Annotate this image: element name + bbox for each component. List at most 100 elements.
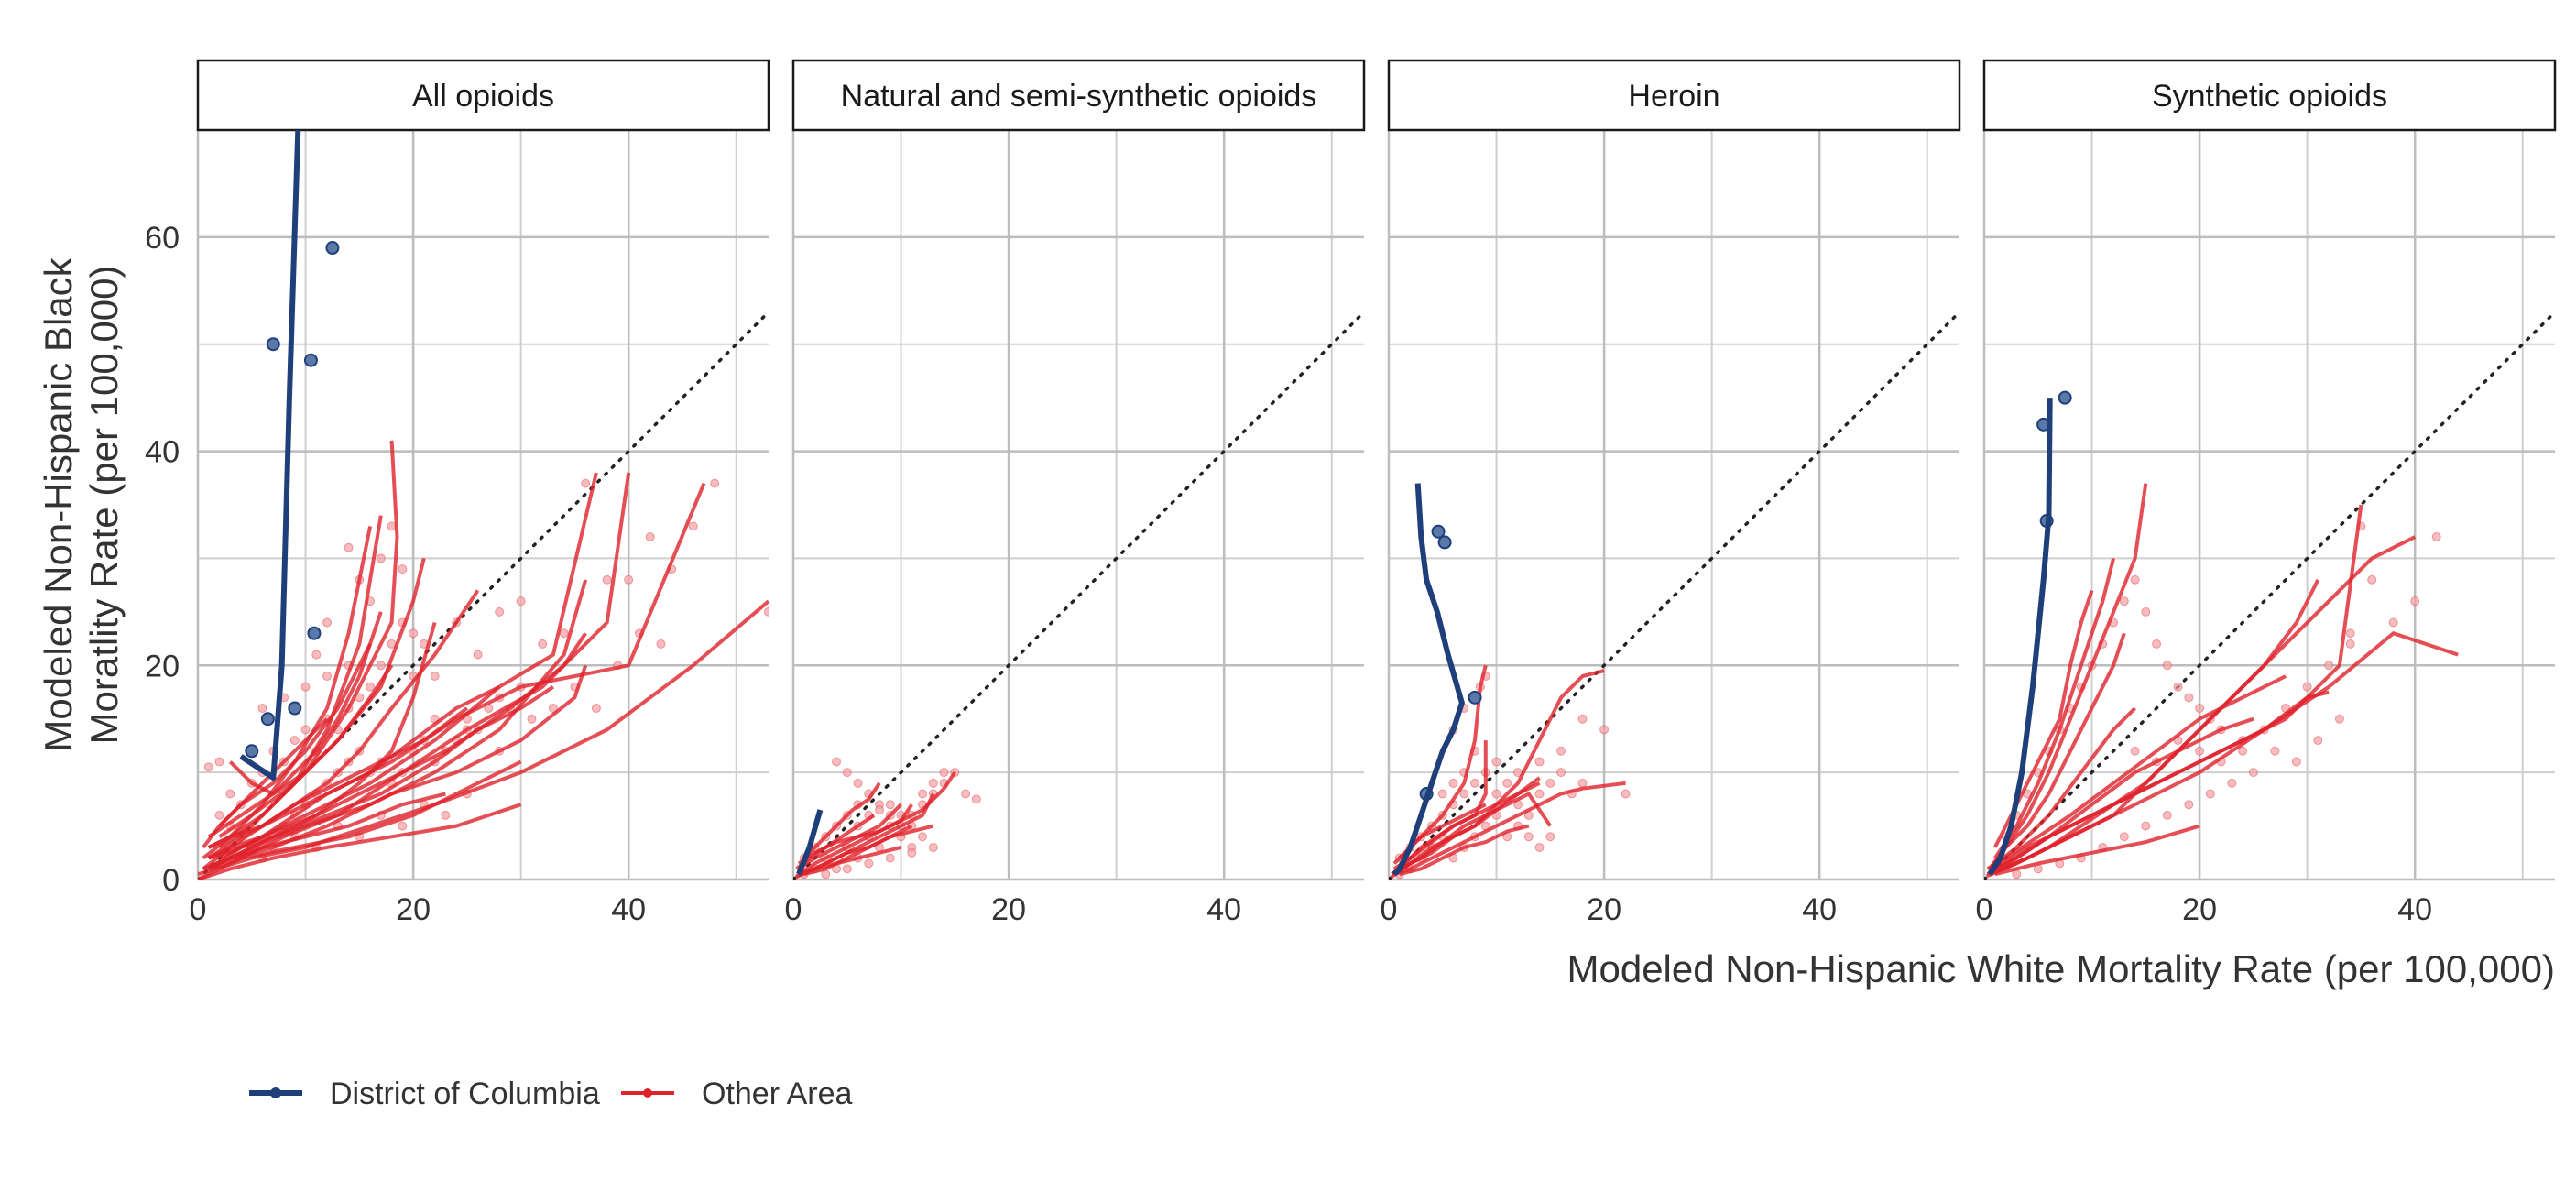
other-area-point xyxy=(2238,746,2248,756)
other-area-point xyxy=(1437,789,1447,799)
other-area-line xyxy=(802,781,881,860)
dc-point xyxy=(2058,390,2072,405)
other-area-point xyxy=(1577,778,1588,788)
dc-point xyxy=(1437,535,1452,550)
y-tick-label: 20 xyxy=(145,649,180,683)
other-area-point xyxy=(885,800,895,810)
legend-item-dc: District of Columbia xyxy=(249,1076,600,1111)
plot-area xyxy=(793,310,1364,880)
other-area-line xyxy=(198,803,522,880)
other-area-point xyxy=(214,810,224,820)
x-tick-label: 0 xyxy=(190,892,207,927)
other-area-point xyxy=(430,671,440,681)
dc-point xyxy=(260,712,275,727)
other-area-point xyxy=(2227,778,2237,788)
other-area-line xyxy=(207,706,469,849)
dc-line xyxy=(239,130,301,781)
other-area-point xyxy=(376,661,386,671)
other-area-point xyxy=(2162,661,2172,671)
other-area-point xyxy=(2184,693,2194,703)
other-area-point xyxy=(864,858,874,869)
other-area-point xyxy=(376,553,386,563)
other-area-point xyxy=(591,704,601,714)
other-area-point xyxy=(1545,832,1555,842)
plot-area xyxy=(1984,310,2555,880)
legend: District of Columbia Other Area xyxy=(249,1076,853,1111)
other-area-line xyxy=(1988,632,2126,870)
other-area-point xyxy=(2367,574,2377,585)
other-area-line xyxy=(1988,483,2148,870)
other-area-point xyxy=(2248,768,2258,778)
other-area-line xyxy=(218,632,587,860)
other-area-line xyxy=(1993,557,2116,859)
other-area-point xyxy=(885,853,895,863)
dc-point xyxy=(1468,690,1482,705)
legend-other-label: Other Area xyxy=(702,1076,853,1111)
legend-dc-dot xyxy=(270,1087,281,1098)
other-area-point xyxy=(2334,714,2344,724)
panels-layer: All opioids 0 20 40 0 20 40 60 Natural and semi-… xyxy=(145,59,2557,927)
other-area-line xyxy=(1989,535,2417,877)
other-area-point xyxy=(398,564,408,574)
y-tick-label: 0 xyxy=(162,863,180,898)
dc-point xyxy=(266,337,280,352)
other-area-line xyxy=(1988,706,2137,870)
x-tick-label: 20 xyxy=(2182,892,2217,927)
other-area-point xyxy=(1502,778,1512,788)
other-area-point xyxy=(2270,746,2280,756)
other-area-point xyxy=(928,778,938,788)
other-area-point xyxy=(688,521,698,531)
other-area-point xyxy=(2119,596,2129,606)
dc-point xyxy=(245,744,259,759)
x-tick-label: 40 xyxy=(611,892,646,927)
x-tick-label: 0 xyxy=(1976,892,1993,927)
other-area-point xyxy=(918,789,928,799)
x-tick-label: 40 xyxy=(2397,892,2432,927)
other-area-point xyxy=(538,639,548,649)
other-area-point xyxy=(832,757,842,767)
legend-dc-label: District of Columbia xyxy=(330,1076,600,1111)
other-area-point xyxy=(2173,682,2183,692)
other-area-point xyxy=(928,842,938,852)
dc-line xyxy=(796,809,824,876)
legend-item-other: Other Area xyxy=(621,1076,853,1111)
other-area-point xyxy=(907,847,917,858)
facet-title: Natural and semi-synthetic opioids xyxy=(841,79,1317,114)
other-area-point xyxy=(971,794,981,804)
y-tick-label: 40 xyxy=(145,435,180,470)
other-area-point xyxy=(1534,842,1545,852)
other-area-point xyxy=(311,650,322,660)
panel-3: Heroin 0 20 40 xyxy=(1381,59,1961,927)
other-area-point xyxy=(1523,832,1534,842)
other-area-point xyxy=(2431,532,2441,542)
other-area-point xyxy=(2388,617,2398,628)
facet-title: Synthetic opioids xyxy=(2152,79,2387,114)
other-area-point xyxy=(2195,704,2205,714)
other-area-point xyxy=(939,768,949,778)
other-area-point xyxy=(645,532,655,542)
other-area-point xyxy=(1534,757,1545,767)
other-area-point xyxy=(300,682,311,692)
x-tick-label: 20 xyxy=(1587,892,1621,927)
other-area-line xyxy=(1993,716,2254,871)
other-area-point xyxy=(1556,768,1566,778)
other-area-point xyxy=(1491,757,1501,767)
other-area-line xyxy=(228,611,383,796)
x-tick-label: 20 xyxy=(991,892,1026,927)
other-area-point xyxy=(2345,639,2355,649)
other-area-point xyxy=(2410,596,2420,606)
other-area-point xyxy=(1491,789,1501,799)
other-area-point xyxy=(764,606,769,617)
x-axis-title: Modeled Non-Hispanic White Mortality Rat… xyxy=(1567,947,2556,990)
y-axis-title-line-1: Modeled Non-Hispanic Black xyxy=(37,257,80,751)
other-area-point xyxy=(961,789,971,799)
other-area-line xyxy=(1399,824,1530,877)
other-area-point xyxy=(1621,789,1631,799)
other-area-point xyxy=(322,617,333,628)
other-area-line xyxy=(229,685,555,860)
other-area-point xyxy=(257,704,267,714)
other-area-point xyxy=(1556,746,1566,756)
other-area-line xyxy=(797,803,902,866)
other-area-point xyxy=(1459,789,1469,799)
